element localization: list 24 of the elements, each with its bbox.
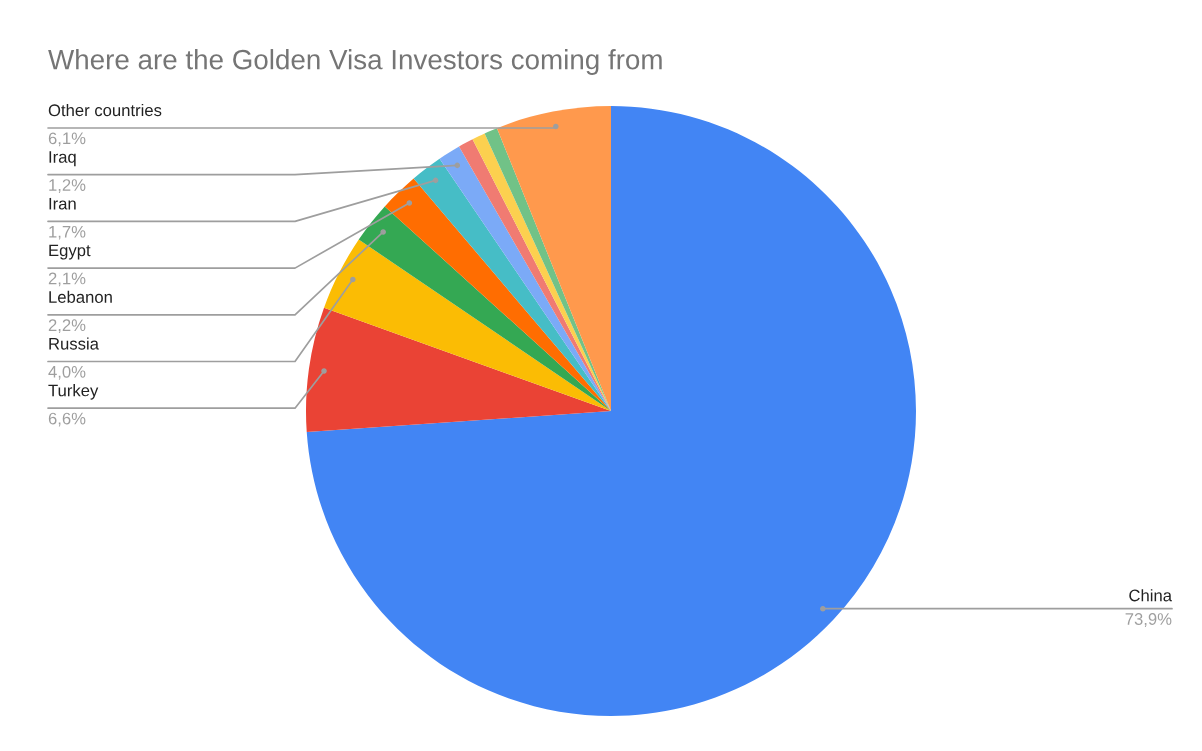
pie-slice: [324, 239, 611, 411]
pie-slice: [496, 106, 611, 411]
slice-label: Iraq: [49, 151, 76, 167]
data-label: 73,9%: [1125, 613, 1172, 627]
data-label: 1,2%: [49, 179, 86, 193]
slice-label: Other countries: [48, 103, 162, 117]
data-label: 4,0%: [48, 365, 86, 380]
data-label: 2,2%: [48, 319, 86, 334]
pie-slice: [384, 178, 611, 411]
pie-slice: [413, 158, 611, 411]
slice-label: Egypt: [49, 244, 91, 260]
data-label: 6,6%: [48, 412, 86, 427]
pie-slice: [306, 106, 916, 716]
data-label: 1,7%: [49, 225, 86, 240]
chart-title: Where are the Golden Visa Investors coming from: [48, 49, 662, 75]
data-label: 2,1%: [48, 272, 86, 287]
slice-label: China: [1129, 589, 1172, 602]
slice-label: Turkey: [48, 384, 99, 400]
pie-slice: [358, 206, 611, 411]
slice-label: Iran: [49, 197, 76, 210]
data-label: 6,1%: [48, 132, 86, 147]
slice-label: Russia: [49, 337, 99, 350]
pie-slice: [306, 307, 611, 433]
slice-label: Lebanon: [49, 290, 112, 303]
